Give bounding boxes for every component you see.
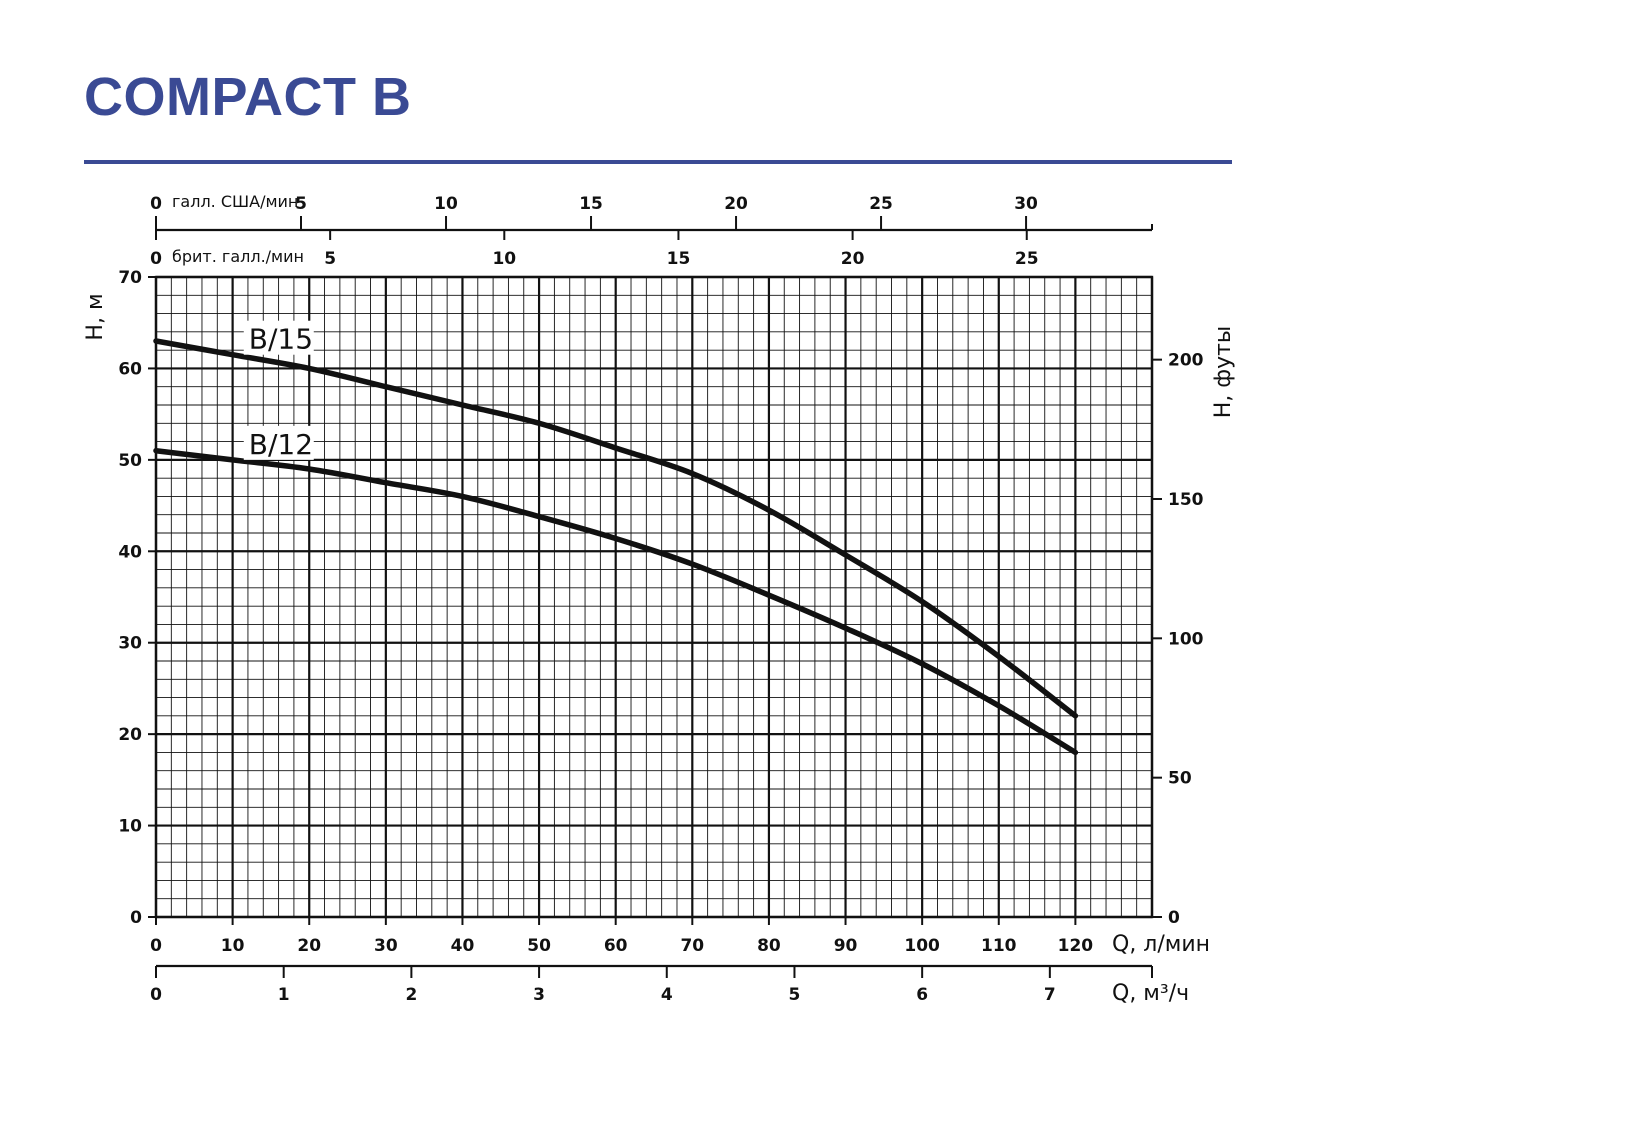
x-impgpm-tick-label: 15 — [667, 249, 691, 269]
y-tick-label: 0 — [130, 908, 142, 928]
x-m3h-tick-label: 0 — [150, 985, 162, 1005]
x-m3h-tick-label: 1 — [278, 985, 290, 1005]
y-tick-label: 20 — [118, 725, 142, 745]
y-axis-label: H, м — [83, 293, 108, 340]
x-m3h-tick-label: 7 — [1044, 985, 1056, 1005]
x-usgpm-tick-label: 30 — [1014, 194, 1038, 214]
x-tick-label: 80 — [757, 936, 781, 956]
series-label: B/15 — [249, 323, 313, 356]
x-usgpm-tick-label: 20 — [724, 194, 748, 214]
x-m3h-tick-label: 4 — [661, 985, 673, 1005]
x-tick-label: 70 — [680, 936, 704, 956]
y-tick-label: 10 — [118, 817, 142, 837]
y-tick-label: 60 — [118, 359, 142, 379]
x-usgpm-tick-label: 0 — [150, 194, 162, 214]
curves — [153, 338, 1079, 756]
title-rule — [84, 160, 1232, 164]
x-impgpm-tick-label: 20 — [841, 249, 865, 269]
x-impgpm-tick-label: 5 — [324, 249, 336, 269]
y-right-tick-label: 0 — [1168, 908, 1180, 928]
plot-frame — [154, 275, 1154, 919]
x-tick-label: 120 — [1058, 936, 1094, 956]
x-m3h-tick-label: 6 — [916, 985, 928, 1005]
x-usgpm-tick-label: 5 — [295, 194, 307, 214]
y-right-tick-label: 150 — [1168, 490, 1204, 510]
x-impgpm-axis-label: брит. галл./мин — [172, 247, 304, 266]
series-label-bg — [243, 320, 314, 355]
x-usgpm-axis-label: галл. США/мин — [172, 192, 298, 211]
y-right-axis-label: H, футы — [1211, 326, 1236, 419]
y-right-tick-label: 50 — [1168, 769, 1192, 789]
x-tick-label: 40 — [451, 936, 475, 956]
y-tick-label: 70 — [118, 268, 142, 288]
x-impgpm-tick-label: 10 — [492, 249, 516, 269]
x-tick-label: 0 — [150, 936, 162, 956]
x-tick-label: 50 — [527, 936, 551, 956]
x-m3h-axis-label: Q, м³/ч — [1112, 981, 1189, 1006]
x-impgpm-tick-label: 0 — [150, 249, 162, 269]
series-label-bg — [243, 425, 314, 460]
x-tick-label: 90 — [834, 936, 858, 956]
page-title: COMPACT B — [84, 67, 412, 127]
y-right-tick-label: 200 — [1168, 351, 1204, 371]
y-tick-label: 50 — [118, 451, 142, 471]
x-usgpm-tick-label: 15 — [579, 194, 603, 214]
labels: B/15 B/12 — [243, 320, 314, 461]
y-right-tick-label: 100 — [1168, 629, 1204, 649]
x-tick-label: 10 — [221, 936, 245, 956]
x-tick-label: 30 — [374, 936, 398, 956]
x-impgpm-tick-label: 25 — [1015, 249, 1039, 269]
x-usgpm-tick-label: 10 — [434, 194, 458, 214]
x-tick-label: 100 — [904, 936, 940, 956]
x-tick-label: 20 — [297, 936, 321, 956]
x-axis-label: Q, л/мин — [1112, 932, 1210, 957]
x-tick-label: 60 — [604, 936, 628, 956]
y-tick-label: 30 — [118, 634, 142, 654]
x-m3h-tick-label: 5 — [789, 985, 801, 1005]
x-m3h-tick-label: 2 — [405, 985, 417, 1005]
x-tick-label: 110 — [981, 936, 1017, 956]
y-tick-label: 40 — [118, 542, 142, 562]
series-label: B/12 — [249, 428, 313, 461]
x-m3h-tick-label: 3 — [533, 985, 545, 1005]
x-usgpm-tick-label: 25 — [869, 194, 893, 214]
grid — [154, 275, 1154, 919]
